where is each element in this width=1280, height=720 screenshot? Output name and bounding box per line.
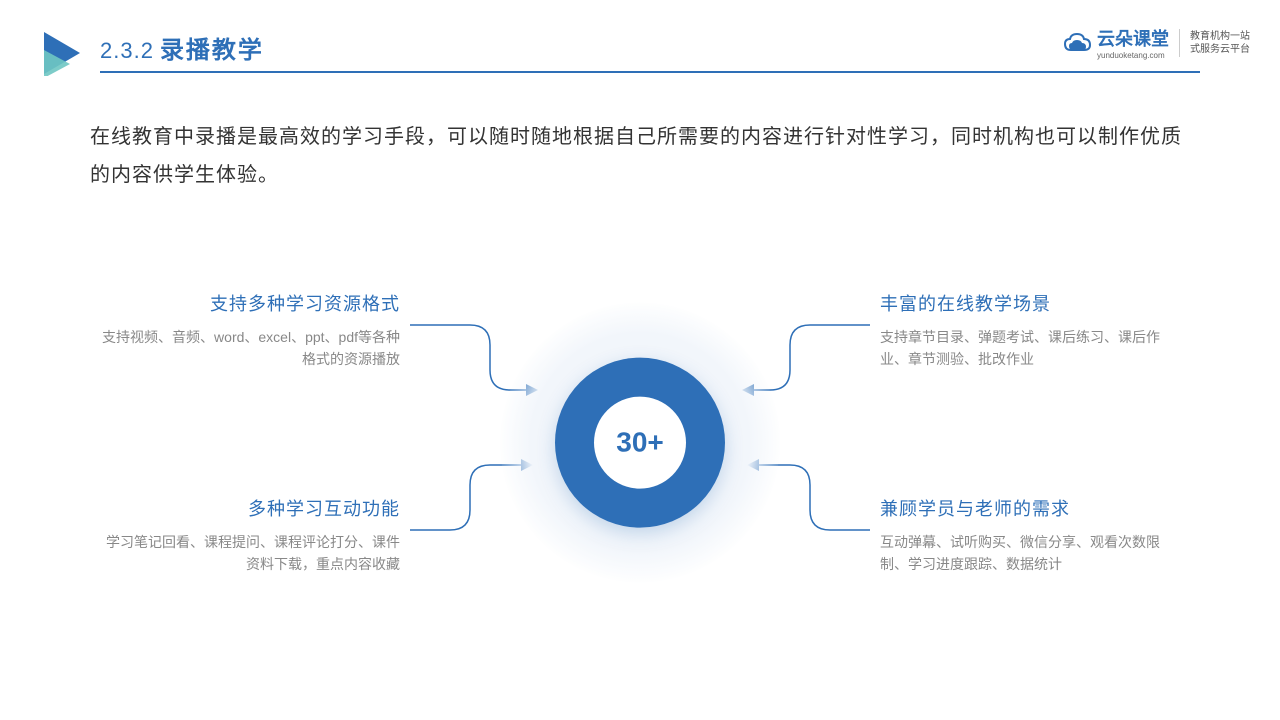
- intro-paragraph: 在线教育中录播是最高效的学习手段，可以随时随地根据自己所需要的内容进行针对性学习…: [0, 73, 1280, 194]
- feature-title: 丰富的在线教学场景: [880, 290, 1180, 316]
- center-ring: 30+: [555, 358, 725, 528]
- feature-bottom-left: 多种学习互动功能 学习笔记回看、课程提问、课程评论打分、课件资料下载，重点内容收…: [100, 495, 400, 576]
- center-value: 30+: [616, 427, 664, 459]
- feature-diagram: 30+ 支持多种学习资源格式 支持视频、音频、word、excel、ppt、pd…: [0, 230, 1280, 700]
- feature-desc: 支持章节目录、弹题考试、课后练习、课后作业、章节测验、批改作业: [880, 326, 1180, 371]
- feature-desc: 互动弹幕、试听购买、微信分享、观看次数限制、学习进度跟踪、数据统计: [880, 531, 1180, 576]
- logo-domain-text: yunduoketang.com: [1097, 51, 1169, 60]
- logo-tagline-line1: 教育机构一站: [1190, 30, 1250, 43]
- feature-title: 多种学习互动功能: [100, 495, 400, 521]
- section-title: 录播教学: [160, 30, 264, 65]
- brand-logo: 云朵课堂 yunduoketang.com 教育机构一站 式服务云平台: [1063, 25, 1250, 60]
- feature-desc: 支持视频、音频、word、excel、ppt、pdf等各种格式的资源播放: [100, 326, 400, 371]
- logo-brand-text: 云朵课堂: [1097, 25, 1169, 51]
- feature-top-right: 丰富的在线教学场景 支持章节目录、弹题考试、课后练习、课后作业、章节测验、批改作…: [880, 290, 1180, 371]
- feature-desc: 学习笔记回看、课程提问、课程评论打分、课件资料下载，重点内容收藏: [100, 531, 400, 576]
- logo-cloud-icon: 云朵课堂 yunduoketang.com: [1063, 25, 1169, 60]
- logo-tagline: 教育机构一站 式服务云平台: [1190, 30, 1250, 56]
- feature-bottom-right: 兼顾学员与老师的需求 互动弹幕、试听购买、微信分享、观看次数限制、学习进度跟踪、…: [880, 495, 1180, 576]
- feature-title: 支持多种学习资源格式: [100, 290, 400, 316]
- feature-title: 兼顾学员与老师的需求: [880, 495, 1180, 521]
- logo-divider: [1179, 29, 1180, 57]
- feature-top-left: 支持多种学习资源格式 支持视频、音频、word、excel、ppt、pdf等各种…: [100, 290, 400, 371]
- center-badge: 30+: [500, 303, 780, 583]
- title-underline: 2.3.2 录播教学: [100, 30, 1200, 73]
- logo-tagline-line2: 式服务云平台: [1190, 43, 1250, 56]
- center-glow: 30+: [500, 303, 780, 583]
- section-number: 2.3.2: [100, 38, 154, 64]
- play-icon: [40, 30, 86, 81]
- center-hole: 30+: [594, 397, 686, 489]
